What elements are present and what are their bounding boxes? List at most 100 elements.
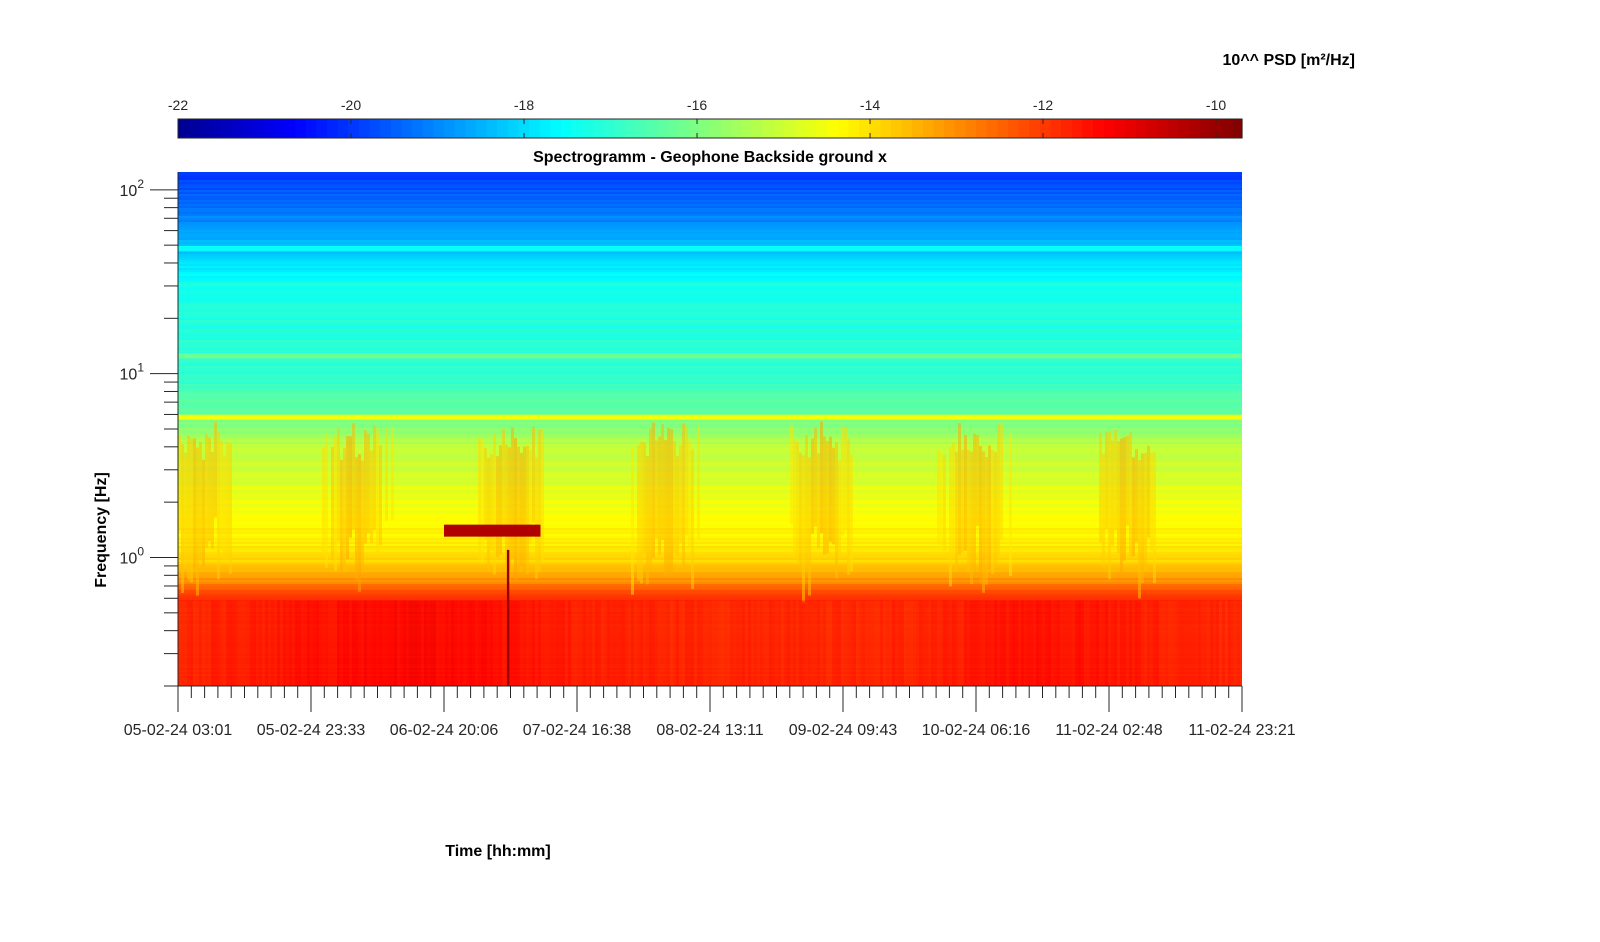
psd-time-stroke <box>1177 600 1180 686</box>
psd-time-stroke <box>1084 600 1087 686</box>
psd-time-stroke <box>1072 600 1075 686</box>
psd-row <box>178 360 1242 363</box>
psd-time-stroke <box>289 600 292 686</box>
colorbar-segment <box>188 119 200 138</box>
psd-time-stroke <box>331 446 334 561</box>
colorbar-segment <box>1050 119 1062 138</box>
psd-time-stroke <box>223 455 226 561</box>
psd-row <box>178 560 1242 563</box>
psd-time-stroke <box>610 600 613 686</box>
psd-time-stroke <box>1141 453 1144 584</box>
psd-time-stroke <box>850 600 853 686</box>
psd-time-stroke <box>403 600 406 686</box>
psd-row <box>178 326 1242 329</box>
colorbar-segment <box>890 119 903 138</box>
psd-time-stroke <box>538 600 541 686</box>
psd-time-stroke <box>787 600 790 686</box>
psd-row <box>178 312 1242 315</box>
psd-time-stroke <box>352 600 355 686</box>
psd-time-stroke <box>871 600 874 686</box>
psd-row <box>178 296 1242 299</box>
psd-time-stroke <box>1081 600 1084 686</box>
psd-time-stroke <box>388 600 391 686</box>
psd-time-stroke <box>1099 600 1102 686</box>
psd-time-stroke <box>757 600 760 686</box>
colorbar-segment <box>433 119 445 138</box>
psd-time-stroke <box>199 441 202 562</box>
psd-time-stroke <box>331 600 334 686</box>
psd-time-stroke <box>1219 600 1222 686</box>
psd-time-stroke <box>484 447 487 540</box>
psd-time-stroke <box>307 600 310 686</box>
psd-time-stroke <box>841 600 844 686</box>
psd-time-stroke <box>811 438 814 534</box>
psd-time-stroke <box>400 600 403 686</box>
colorbar-segment <box>390 119 403 138</box>
psd-time-stroke <box>1144 452 1147 571</box>
psd-time-stroke <box>943 454 946 551</box>
psd-time-stroke <box>976 600 979 686</box>
psd-row <box>178 594 1242 597</box>
psd-row <box>178 388 1242 391</box>
psd-time-stroke <box>1216 600 1219 686</box>
psd-time-stroke <box>796 441 799 562</box>
colorbar-segment <box>997 119 1009 138</box>
psd-time-stroke <box>364 430 367 544</box>
colorbar-segment <box>731 119 743 138</box>
psd-time-stroke <box>301 600 304 686</box>
psd-row <box>178 574 1242 577</box>
psd-time-stroke <box>337 600 340 686</box>
psd-time-stroke <box>499 600 502 686</box>
psd-time-stroke <box>457 600 460 686</box>
psd-row <box>178 348 1242 351</box>
psd-row <box>178 540 1242 543</box>
psd-time-stroke <box>925 600 928 686</box>
psd-time-stroke <box>628 600 631 686</box>
psd-row <box>178 380 1242 383</box>
psd-time-stroke <box>508 447 511 583</box>
psd-row <box>178 372 1242 375</box>
psd-time-stroke <box>406 600 409 686</box>
x-tick-label: 09-02-24 09:43 <box>789 722 898 739</box>
colorbar-segment <box>358 119 371 138</box>
psd-row <box>178 216 1242 219</box>
psd-time-stroke <box>583 600 586 686</box>
psd-time-stroke <box>280 600 283 686</box>
psd-time-stroke <box>1087 600 1090 686</box>
psd-time-stroke <box>373 600 376 686</box>
psd-time-stroke <box>619 600 622 686</box>
colorbar-segment <box>1146 119 1158 138</box>
colorbar-segment <box>1210 119 1222 138</box>
psd-time-stroke <box>931 600 934 686</box>
psd-time-stroke <box>796 600 799 686</box>
psd-time-stroke <box>1189 600 1192 686</box>
psd-row <box>178 208 1242 211</box>
psd-time-stroke <box>352 423 355 530</box>
colorbar-segment <box>571 119 583 138</box>
psd-row <box>178 438 1242 441</box>
psd-time-stroke <box>1105 600 1108 686</box>
psd-time-stroke <box>1024 600 1027 686</box>
psd-time-stroke <box>1129 432 1132 557</box>
psd-time-stroke <box>355 600 358 686</box>
psd-time-stroke <box>199 600 202 686</box>
colorbar-gradient <box>178 119 1243 138</box>
psd-time-stroke <box>643 442 646 554</box>
psd-time-stroke <box>511 600 514 686</box>
psd-row <box>178 286 1242 289</box>
psd-time-stroke <box>901 600 904 686</box>
psd-time-stroke <box>220 440 223 550</box>
psd-row <box>178 552 1242 555</box>
psd-time-stroke <box>322 447 325 553</box>
colorbar-segment <box>316 119 328 138</box>
psd-time-stroke <box>1120 438 1123 574</box>
psd-time-stroke <box>1000 423 1003 540</box>
psd-row <box>178 590 1242 593</box>
psd-time-stroke <box>670 428 673 577</box>
psd-time-stroke <box>823 436 826 555</box>
psd-time-stroke <box>673 441 676 554</box>
psd-time-stroke <box>733 600 736 686</box>
psd-time-stroke <box>748 600 751 686</box>
psd-time-stroke <box>643 600 646 686</box>
psd-time-stroke <box>1144 600 1147 686</box>
